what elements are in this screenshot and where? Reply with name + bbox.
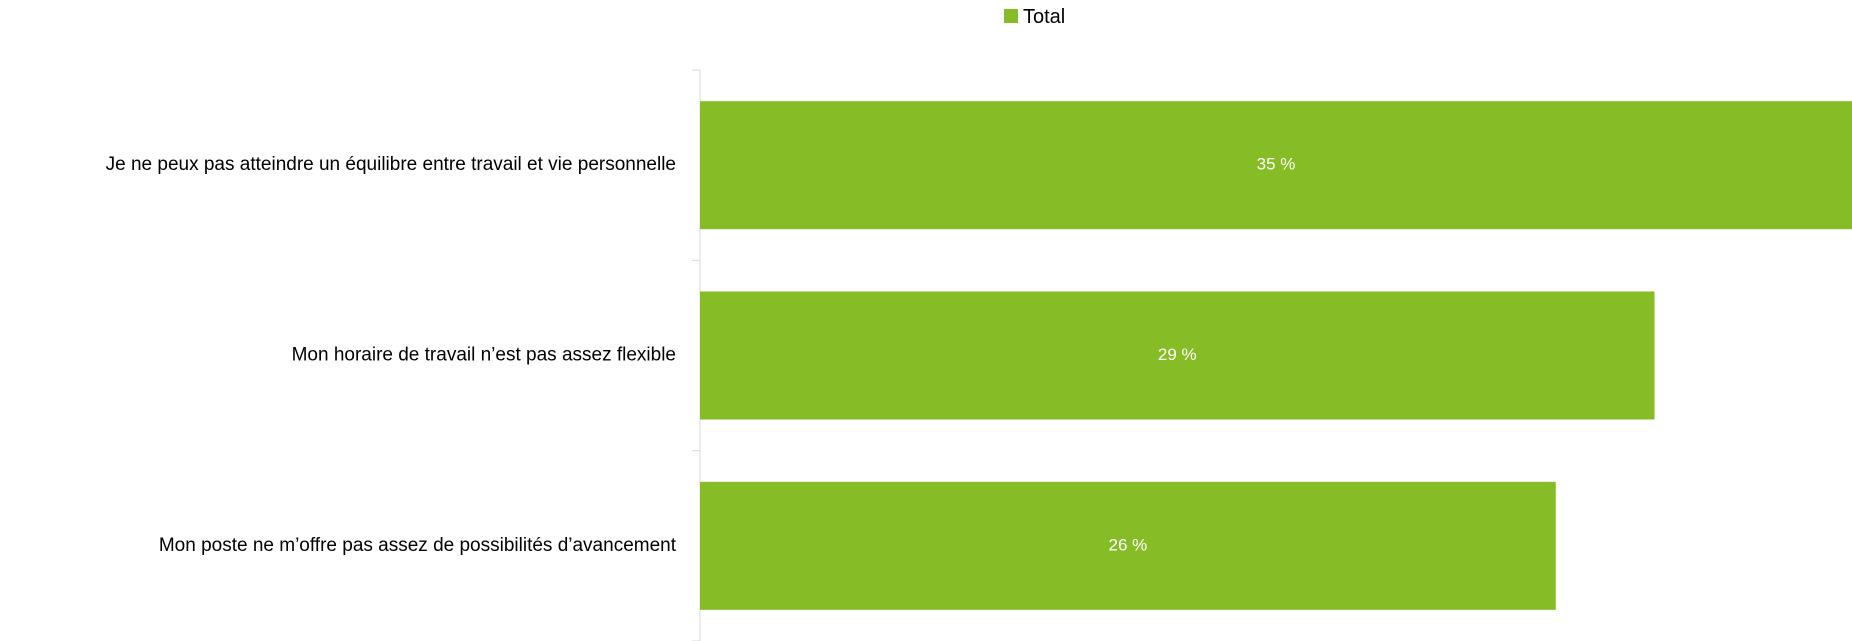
data-label-3: 26 % — [1109, 535, 1148, 554]
legend-swatch-total — [1004, 9, 1018, 23]
category-label-3: Mon poste ne m’offre pas assez de possib… — [159, 535, 677, 556]
category-labels: Je ne peux pas atteindre un équilibre en… — [106, 154, 677, 556]
category-label-1: Je ne peux pas atteindre un équilibre en… — [106, 154, 676, 175]
data-label-2: 29 % — [1158, 345, 1197, 364]
legend-label-total: Total — [1023, 6, 1065, 28]
value-labels: 35 % 29 % 26 % — [1109, 155, 1296, 555]
bar-2 — [700, 291, 1655, 420]
data-label-1: 35 % — [1257, 155, 1296, 174]
category-label-2: Mon horaire de travail n’est pas assez f… — [292, 345, 676, 366]
legend: Total — [1004, 6, 1065, 28]
bar-3 — [700, 481, 1556, 610]
bar-1 — [700, 101, 1852, 230]
category-axis — [692, 69, 701, 641]
bars — [700, 101, 1852, 610]
